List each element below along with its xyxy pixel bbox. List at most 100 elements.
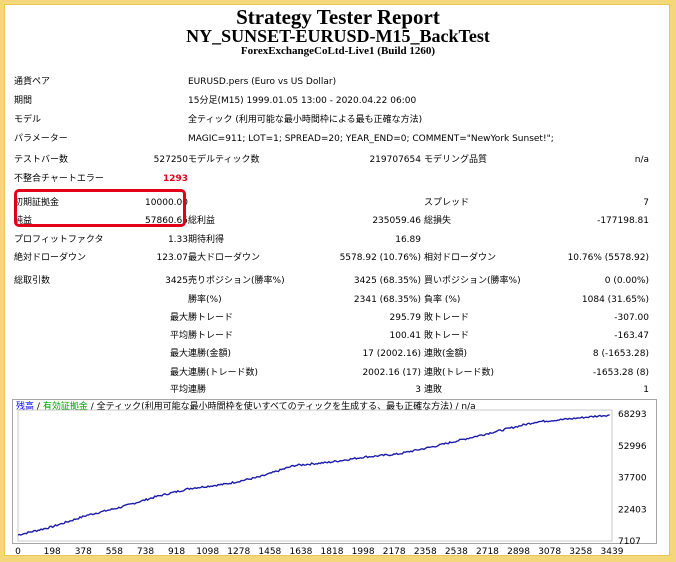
avgconsloss-value: 1 — [643, 385, 649, 395]
bars-label: テストバー数 — [14, 155, 69, 165]
short-value: 3425 (68.35%) — [353, 276, 421, 286]
y-tick-label: 7107 — [618, 537, 641, 547]
maxconsprofit-label: 連勝(トレード数) — [188, 368, 259, 378]
mismatch-label: 不整合チャートエラー — [14, 174, 104, 184]
maxconswin-label: 連勝(金額) — [188, 349, 232, 359]
x-tick-label: 1638 — [289, 547, 312, 557]
trades-value: 3425 — [165, 276, 188, 286]
x-tick-label: 3439 — [601, 547, 624, 557]
info-value: EURUSD.pers (Euro vs US Dollar) — [188, 77, 337, 87]
x-tick-label: 738 — [137, 547, 154, 557]
x-tick-label: 2358 — [414, 547, 437, 557]
balance-chart — [12, 399, 657, 544]
stats-row-deposit: 初期証拠金 10000.00 スプレッド 7 — [0, 195, 666, 211]
ticks-value: 219707654 — [369, 155, 421, 165]
stats-row-largest: 最大 勝トレード 295.79 敗トレード -307.00 — [0, 310, 666, 326]
largest-win-label: 勝トレード — [188, 313, 234, 323]
balance-series-line — [17, 414, 610, 536]
y-tick-label: 22403 — [618, 505, 647, 515]
maxconsprofit-value: 2002.16 (17) — [362, 368, 421, 378]
report-build: ForexExchangeCoLtd-Live1 (Build 1260) — [240, 45, 436, 57]
deposit-label: 初期証拠金 — [14, 198, 60, 208]
stats-row-netprofit: 純益 57860.65 総利益 235059.46 総損失 -177198.81 — [0, 213, 666, 229]
x-tick-label: 558 — [106, 547, 123, 557]
x-tick-label: 1818 — [321, 547, 344, 557]
netprofit-label: 純益 — [14, 216, 33, 226]
x-tick-label: 1098 — [196, 547, 219, 557]
largest-loss-label: 敗トレード — [424, 313, 470, 323]
largest-label: 最大 — [169, 313, 188, 323]
ticks-label: モデルティック数 — [188, 155, 260, 165]
maxconswin-value: 17 (2002.16) — [362, 349, 421, 359]
x-tick-label: 2178 — [383, 547, 406, 557]
avgconsloss-label: 連敗 — [424, 385, 443, 395]
deposit-value: 10000.00 — [145, 198, 188, 208]
largest-win-value: 295.79 — [389, 313, 422, 323]
grossloss-label: 総損失 — [424, 216, 452, 226]
maxdd-label: 最大ドローダウン — [188, 253, 261, 263]
x-tick-label: 1458 — [258, 547, 281, 557]
short-label: 売りポジション(勝率%) — [188, 276, 285, 286]
x-tick-label: 3258 — [569, 547, 592, 557]
avg-win-label: 勝トレード — [188, 331, 234, 341]
absdd-label: 絶対ドローダウン — [14, 253, 87, 263]
x-tick-label: 378 — [75, 547, 92, 557]
mismatch-value: 1293 — [162, 174, 188, 184]
x-tick-label: 1278 — [227, 547, 250, 557]
trades-label: 総取引数 — [14, 276, 51, 286]
reldd-label: 相対ドローダウン — [424, 253, 497, 263]
stats-row-average: 平均 勝トレード 100.41 敗トレード -163.47 — [0, 328, 666, 344]
chart-legend: 残高 / 有効証拠金 / 全ティック(利用可能な最小時間枠を使いすべてのティック… — [16, 401, 476, 414]
maxconsloss-value: 8 (-1653.28) — [592, 349, 649, 359]
info-value: MAGIC=911; LOT=1; SPREAD=20; YEAR_END=0;… — [188, 134, 554, 144]
legend-model: 全ティック(利用可能な最小時間枠を使いすべてのティックを生成する、最も正確な方法… — [96, 402, 453, 412]
x-tick-label: 1998 — [352, 547, 375, 557]
reldd-value: 10.76% (5578.92) — [567, 253, 649, 263]
stats-row-pf: プロフィットファクタ 1.33 期待利得 16.89 — [0, 232, 666, 248]
legend-na: n/a — [461, 402, 476, 412]
legend-sep: / — [36, 402, 40, 412]
info-value: 全ティック (利用可能な最小時間枠による最も正確な方法) — [188, 115, 423, 125]
x-tick-label: 0 — [15, 547, 21, 557]
info-row-model: モデル 全ティック (利用可能な最小時間枠による最も正確な方法) — [0, 112, 666, 128]
spread-value: 7 — [643, 198, 649, 208]
spread-label: スプレッド — [424, 198, 470, 208]
info-row-parameters: パラメーター MAGIC=911; LOT=1; SPREAD=20; YEAR… — [0, 131, 666, 147]
average-label: 平均 — [169, 331, 188, 341]
legend-balance: 残高 — [16, 402, 35, 412]
grossprofit-label: 総利益 — [188, 216, 216, 226]
quality-value: n/a — [634, 155, 649, 165]
x-tick-label: 918 — [168, 547, 185, 557]
avgconswin-value: 3 — [415, 385, 421, 395]
grossprofit-value: 235059.46 — [372, 216, 421, 226]
win-value: 2341 (68.35%) — [353, 295, 421, 305]
stats-row-maxcons: 最大 連勝(金額) 17 (2002.16) 連敗(金額) 8 (-1653.2… — [0, 346, 666, 362]
maxconslossamt-label: 連敗(トレード数) — [424, 368, 495, 378]
payoff-label: 期待利得 — [188, 235, 225, 245]
stats-row-mismatch: 不整合チャートエラー 1293 — [0, 171, 666, 187]
loss-label: 負率 (%) — [424, 295, 461, 305]
absdd-value: 123.07 — [156, 253, 189, 263]
stats-row-avgcons: 平均 連勝 3 連敗 1 — [0, 382, 666, 398]
x-tick-label: 2538 — [445, 547, 468, 557]
long-label: 買いポジション(勝率%) — [424, 276, 521, 286]
maxconsloss-label: 連敗(金額) — [424, 349, 468, 359]
x-tick-label: 198 — [44, 547, 61, 557]
x-tick-label: 2718 — [476, 547, 499, 557]
info-label: 通貨ペア — [14, 77, 51, 87]
stats-row-bars: テストバー数 527250 モデルティック数 219707654 モデリング品質… — [0, 152, 666, 168]
avg-win-value: 100.41 — [389, 331, 422, 341]
long-value: 0 (0.00%) — [604, 276, 649, 286]
bars-value: 527250 — [153, 155, 188, 165]
grossloss-value: -177198.81 — [597, 216, 649, 226]
x-tick-label: 2898 — [507, 547, 530, 557]
y-tick-label: 37700 — [618, 474, 647, 484]
maxdd-value: 5578.92 (10.76%) — [339, 253, 421, 263]
avgconswin-label: 連勝 — [188, 385, 207, 395]
legend-sep: / — [455, 402, 459, 412]
y-tick-label: 68293 — [618, 410, 647, 420]
stats-row-maxconsamt: 最大 連勝(トレード数) 2002.16 (17) 連敗(トレード数) -165… — [0, 365, 666, 381]
pf-label: プロフィットファクタ — [14, 235, 104, 245]
netprofit-value: 57860.65 — [145, 216, 188, 226]
